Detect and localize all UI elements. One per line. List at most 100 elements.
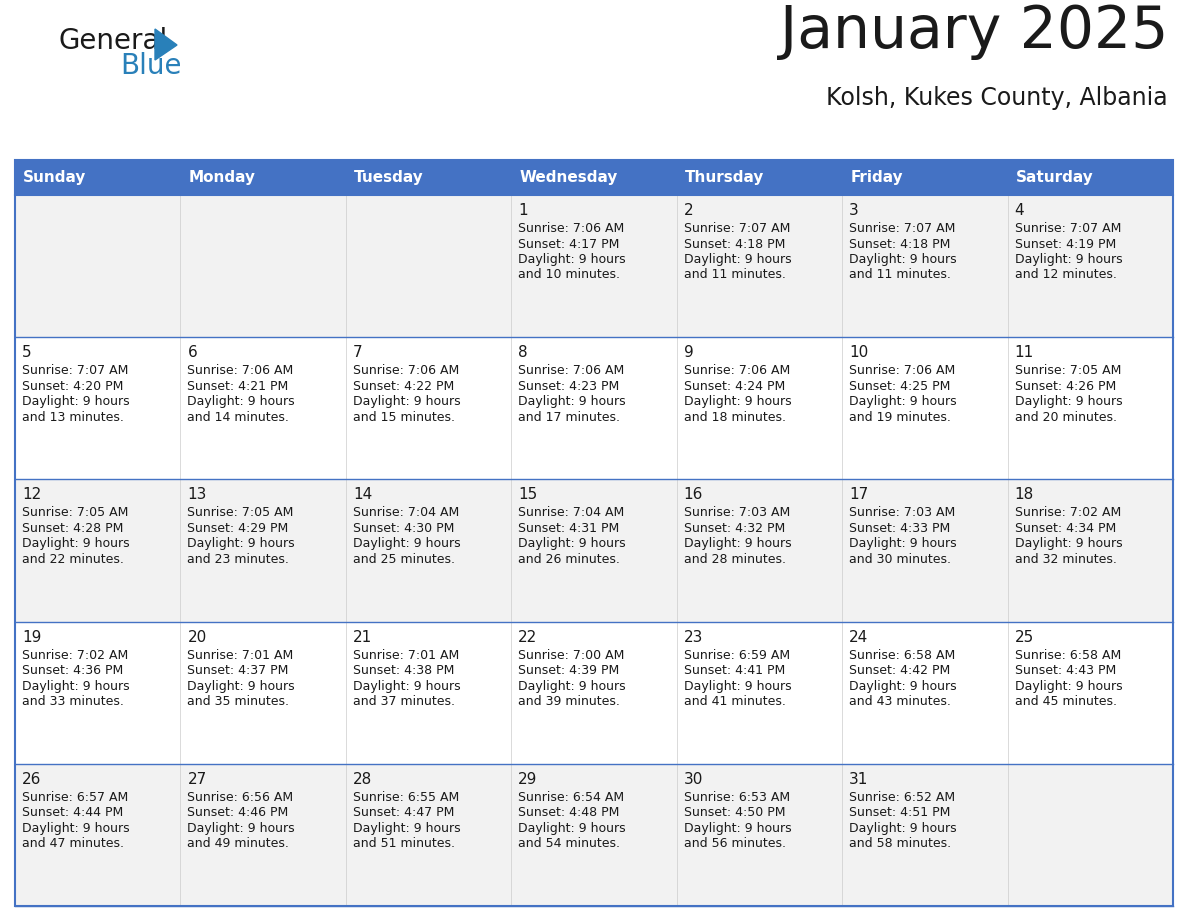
Text: and 23 minutes.: and 23 minutes.: [188, 553, 290, 565]
Text: and 43 minutes.: and 43 minutes.: [849, 695, 952, 708]
Text: Sunrise: 7:06 AM: Sunrise: 7:06 AM: [518, 364, 625, 377]
Text: and 20 minutes.: and 20 minutes.: [1015, 410, 1117, 424]
Bar: [842, 479, 1007, 621]
Bar: [511, 195, 677, 337]
Text: Thursday: Thursday: [684, 170, 764, 185]
Text: and 17 minutes.: and 17 minutes.: [518, 410, 620, 424]
Text: Daylight: 9 hours: Daylight: 9 hours: [684, 396, 791, 409]
Bar: [181, 479, 346, 621]
Text: Saturday: Saturday: [1016, 170, 1093, 185]
Text: Sunset: 4:26 PM: Sunset: 4:26 PM: [1015, 380, 1116, 393]
Bar: [181, 337, 346, 479]
Text: 17: 17: [849, 487, 868, 502]
Text: Monday: Monday: [189, 170, 255, 185]
Text: Sunrise: 7:01 AM: Sunrise: 7:01 AM: [353, 649, 459, 662]
Text: and 58 minutes.: and 58 minutes.: [849, 837, 952, 850]
Text: Sunset: 4:30 PM: Sunset: 4:30 PM: [353, 522, 454, 535]
Text: Sunset: 4:43 PM: Sunset: 4:43 PM: [1015, 664, 1116, 677]
Text: 26: 26: [23, 772, 42, 787]
Text: Sunset: 4:22 PM: Sunset: 4:22 PM: [353, 380, 454, 393]
Text: and 45 minutes.: and 45 minutes.: [1015, 695, 1117, 708]
Text: Daylight: 9 hours: Daylight: 9 hours: [518, 537, 626, 551]
Text: Sunset: 4:31 PM: Sunset: 4:31 PM: [518, 522, 619, 535]
Text: Sunrise: 7:04 AM: Sunrise: 7:04 AM: [353, 507, 459, 520]
Text: Sunset: 4:19 PM: Sunset: 4:19 PM: [1015, 238, 1116, 251]
Bar: [677, 195, 842, 337]
Text: Sunrise: 7:04 AM: Sunrise: 7:04 AM: [518, 507, 625, 520]
Text: Sunset: 4:18 PM: Sunset: 4:18 PM: [849, 238, 950, 251]
Bar: [677, 337, 842, 479]
Text: Daylight: 9 hours: Daylight: 9 hours: [23, 537, 129, 551]
Text: Daylight: 9 hours: Daylight: 9 hours: [23, 396, 129, 409]
Bar: [1007, 764, 1173, 906]
Text: Sunset: 4:20 PM: Sunset: 4:20 PM: [23, 380, 124, 393]
Text: 25: 25: [1015, 630, 1034, 644]
Text: Sunset: 4:33 PM: Sunset: 4:33 PM: [849, 522, 950, 535]
Bar: [346, 337, 511, 479]
Text: Sunset: 4:34 PM: Sunset: 4:34 PM: [1015, 522, 1116, 535]
Text: 24: 24: [849, 630, 868, 644]
Text: Sunday: Sunday: [23, 170, 87, 185]
Text: 27: 27: [188, 772, 207, 787]
Text: Sunrise: 6:59 AM: Sunrise: 6:59 AM: [684, 649, 790, 662]
Text: Blue: Blue: [120, 52, 182, 80]
Text: and 35 minutes.: and 35 minutes.: [188, 695, 290, 708]
Bar: [1007, 195, 1173, 337]
Text: and 26 minutes.: and 26 minutes.: [518, 553, 620, 565]
Text: Sunrise: 6:58 AM: Sunrise: 6:58 AM: [849, 649, 955, 662]
Text: 4: 4: [1015, 203, 1024, 218]
Bar: [15, 337, 181, 479]
Text: Sunset: 4:37 PM: Sunset: 4:37 PM: [188, 664, 289, 677]
Text: 21: 21: [353, 630, 372, 644]
Text: Sunset: 4:48 PM: Sunset: 4:48 PM: [518, 806, 620, 819]
Text: Sunset: 4:47 PM: Sunset: 4:47 PM: [353, 806, 454, 819]
Bar: [511, 764, 677, 906]
Bar: [677, 764, 842, 906]
Polygon shape: [154, 29, 177, 60]
Text: 13: 13: [188, 487, 207, 502]
Text: Daylight: 9 hours: Daylight: 9 hours: [353, 537, 461, 551]
Text: Sunset: 4:17 PM: Sunset: 4:17 PM: [518, 238, 620, 251]
Text: Daylight: 9 hours: Daylight: 9 hours: [684, 679, 791, 692]
Text: Sunset: 4:32 PM: Sunset: 4:32 PM: [684, 522, 785, 535]
Text: Sunset: 4:42 PM: Sunset: 4:42 PM: [849, 664, 950, 677]
Text: Sunrise: 7:05 AM: Sunrise: 7:05 AM: [188, 507, 293, 520]
Text: 2: 2: [684, 203, 694, 218]
Text: 7: 7: [353, 345, 362, 360]
Text: 31: 31: [849, 772, 868, 787]
Bar: [181, 764, 346, 906]
Text: General: General: [58, 27, 168, 55]
Text: Sunrise: 6:54 AM: Sunrise: 6:54 AM: [518, 790, 625, 804]
Text: 20: 20: [188, 630, 207, 644]
Bar: [346, 195, 511, 337]
Text: and 37 minutes.: and 37 minutes.: [353, 695, 455, 708]
Text: Daylight: 9 hours: Daylight: 9 hours: [23, 679, 129, 692]
Text: Sunset: 4:39 PM: Sunset: 4:39 PM: [518, 664, 619, 677]
Text: and 25 minutes.: and 25 minutes.: [353, 553, 455, 565]
Text: and 51 minutes.: and 51 minutes.: [353, 837, 455, 850]
Text: Sunrise: 7:06 AM: Sunrise: 7:06 AM: [849, 364, 955, 377]
Text: Wednesday: Wednesday: [519, 170, 618, 185]
Bar: [15, 160, 1173, 195]
Text: Sunrise: 7:07 AM: Sunrise: 7:07 AM: [23, 364, 128, 377]
Text: Sunrise: 6:55 AM: Sunrise: 6:55 AM: [353, 790, 459, 804]
Bar: [842, 764, 1007, 906]
Text: Sunrise: 7:02 AM: Sunrise: 7:02 AM: [1015, 507, 1120, 520]
Text: 29: 29: [518, 772, 538, 787]
Text: and 11 minutes.: and 11 minutes.: [684, 268, 785, 282]
Text: Daylight: 9 hours: Daylight: 9 hours: [518, 822, 626, 834]
Text: Daylight: 9 hours: Daylight: 9 hours: [849, 679, 956, 692]
Text: Sunrise: 7:05 AM: Sunrise: 7:05 AM: [1015, 364, 1121, 377]
Text: Sunrise: 6:52 AM: Sunrise: 6:52 AM: [849, 790, 955, 804]
Text: Sunset: 4:46 PM: Sunset: 4:46 PM: [188, 806, 289, 819]
Text: 10: 10: [849, 345, 868, 360]
Text: Daylight: 9 hours: Daylight: 9 hours: [353, 822, 461, 834]
Text: Sunset: 4:28 PM: Sunset: 4:28 PM: [23, 522, 124, 535]
Text: Daylight: 9 hours: Daylight: 9 hours: [1015, 537, 1123, 551]
Text: Sunset: 4:21 PM: Sunset: 4:21 PM: [188, 380, 289, 393]
Text: Sunrise: 7:07 AM: Sunrise: 7:07 AM: [849, 222, 955, 235]
Bar: [346, 479, 511, 621]
Text: 22: 22: [518, 630, 537, 644]
Bar: [15, 160, 1173, 906]
Text: Sunrise: 7:03 AM: Sunrise: 7:03 AM: [684, 507, 790, 520]
